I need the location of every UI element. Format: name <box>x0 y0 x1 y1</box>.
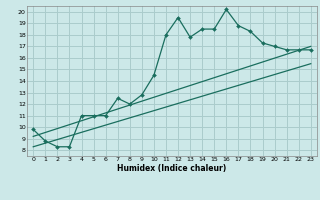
X-axis label: Humidex (Indice chaleur): Humidex (Indice chaleur) <box>117 164 227 173</box>
